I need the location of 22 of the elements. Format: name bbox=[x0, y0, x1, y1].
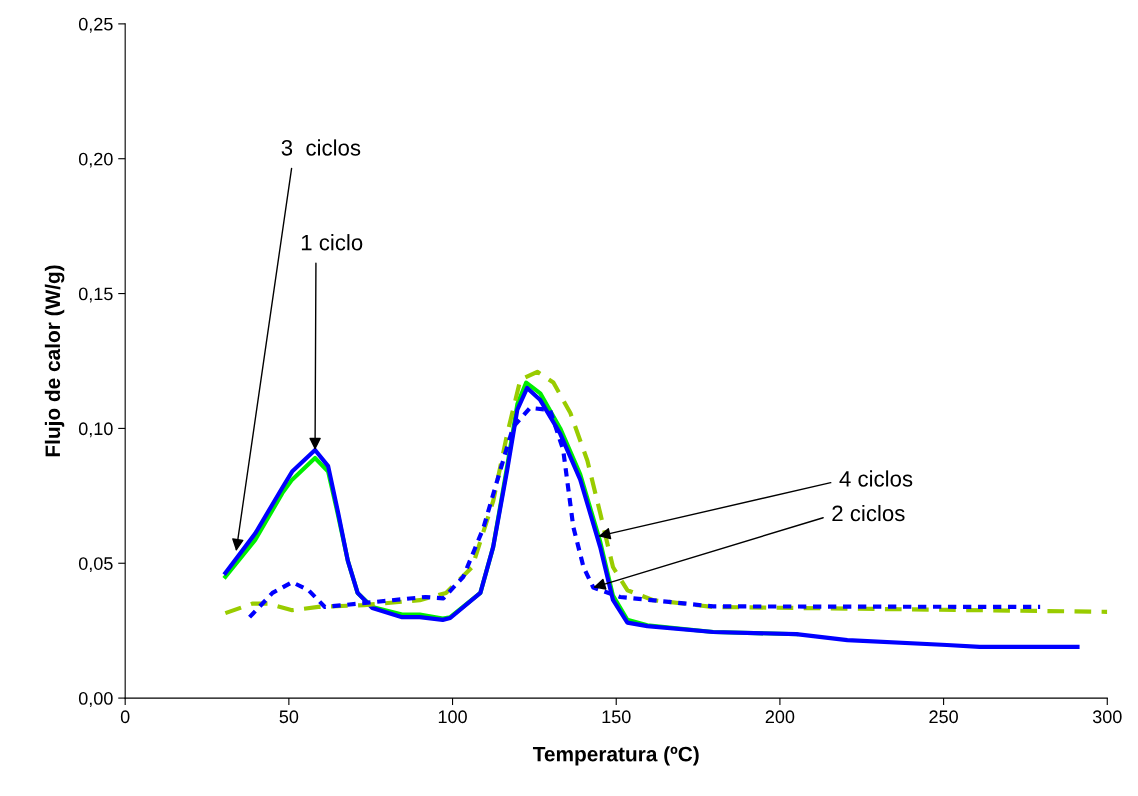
x-tick-label: 100 bbox=[438, 710, 467, 724]
y-tick-label: 0,10 bbox=[78, 422, 113, 438]
annotation: 2 ciclos bbox=[832, 504, 905, 522]
line-series bbox=[223, 369, 1108, 616]
line-series bbox=[247, 405, 1043, 620]
x-axis-title: Temperatura (ºC) bbox=[532, 746, 699, 766]
y-tick-label: 0,05 bbox=[78, 557, 113, 573]
x-tick-label: 150 bbox=[602, 710, 631, 724]
annotation: 1 ciclo bbox=[301, 234, 363, 251]
x-tick-label: 0 bbox=[120, 710, 130, 724]
y-tick-label: 0,15 bbox=[78, 287, 113, 303]
x-tick-label: 200 bbox=[765, 710, 795, 724]
y-axis-title: Flujo de calor (W/g) bbox=[44, 265, 65, 457]
x-tick-label: 50 bbox=[279, 710, 299, 724]
annotation: 3 ciclos bbox=[281, 139, 361, 156]
x-tick-label: 300 bbox=[1092, 710, 1122, 724]
line-series bbox=[223, 385, 1080, 649]
x-tick-label: 250 bbox=[929, 710, 958, 724]
annotation: 4 ciclos bbox=[839, 470, 913, 487]
y-tick-label: 0,25 bbox=[78, 17, 113, 33]
y-tick-label: 0,20 bbox=[78, 152, 113, 168]
y-tick-label: 0,00 bbox=[78, 692, 113, 707]
